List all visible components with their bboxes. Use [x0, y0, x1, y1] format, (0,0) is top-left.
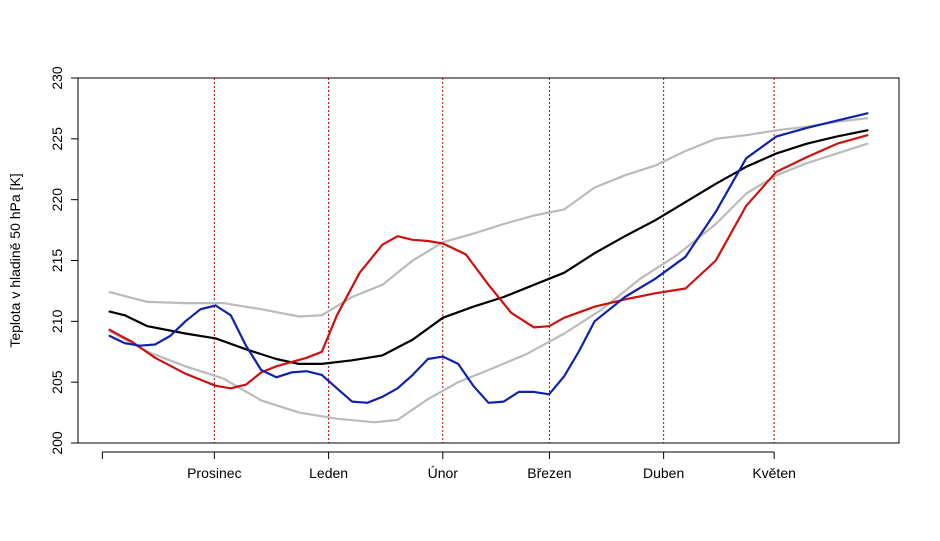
x-tick-label-3: Březen — [527, 465, 571, 481]
series-layer — [108, 112, 869, 424]
series-line-1 — [108, 142, 869, 424]
y-tick-label-5: 225 — [49, 127, 65, 151]
x-tick-label-0: Prosinec — [187, 465, 241, 481]
y-tick-label-6: 230 — [49, 66, 65, 90]
x-tick-label-4: Duben — [643, 465, 684, 481]
x-tick-label-1: Leden — [309, 465, 348, 481]
y-tick-label-2: 210 — [49, 309, 65, 333]
y-axis: 200 205 210 215 220 225 230 — [49, 66, 78, 455]
x-axis: Prosinec Leden Únor Březen Duben Květen — [101, 451, 796, 481]
plot-frame — [77, 77, 900, 444]
x-tick-label-5: Květen — [752, 465, 796, 481]
x-tick-label-2: Únor — [428, 465, 459, 481]
y-tick-label-3: 215 — [49, 249, 65, 273]
series-line-2 — [108, 129, 869, 365]
y-tick-label-4: 220 — [49, 188, 65, 212]
series-line-3 — [108, 134, 869, 390]
series-line-0 — [108, 117, 869, 318]
y-axis-title: Teplota v hladině 50 hPa [K] — [7, 173, 23, 347]
y-tick-label-0: 200 — [49, 431, 65, 455]
month-divider-lines — [213, 78, 775, 443]
series-line-4 — [108, 112, 869, 404]
y-tick-label-1: 205 — [49, 370, 65, 394]
